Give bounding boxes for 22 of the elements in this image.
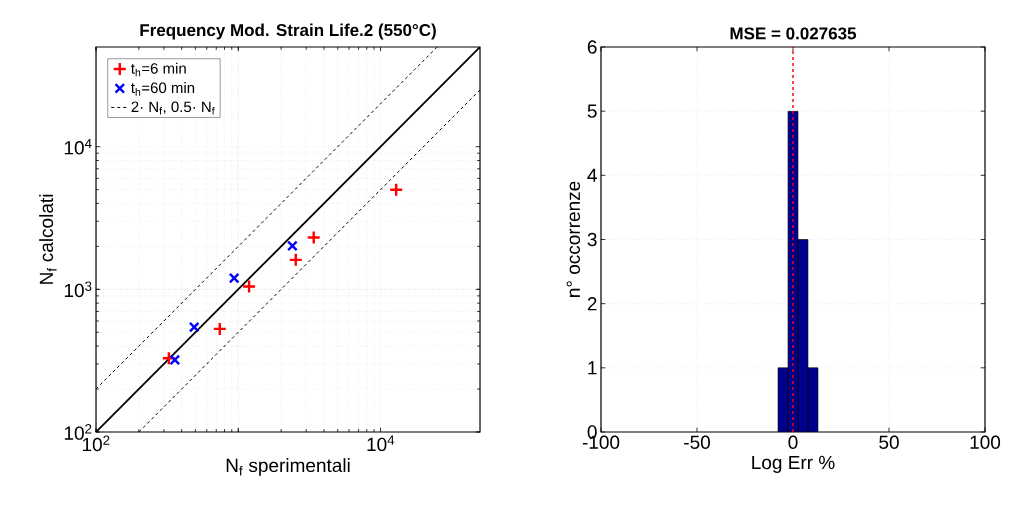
legend-label: 2· N$_{f}$, 0.5· N$_{f}$ xyxy=(131,101,215,115)
y-tick-label: 3 xyxy=(587,232,597,247)
legend-label: t$_{h}$=6 min xyxy=(131,62,186,77)
x-tick-label: 100 xyxy=(970,435,1001,449)
x-axis-title: Log Err % xyxy=(752,455,835,473)
y-tick-label: 1 xyxy=(588,361,597,375)
x-tick-label: 0 xyxy=(788,435,798,449)
chart-title: MSE = 0.027635 xyxy=(730,27,857,40)
y-tick-label: 10$^{4}$ xyxy=(64,138,92,155)
chart-title: Frequency Mod. Strain Life.2 (550°C) xyxy=(140,23,436,40)
x-tick-label: 10$^{4}$ xyxy=(367,435,395,452)
y-tick-label: 2 xyxy=(587,297,597,311)
y-tick-label: 4 xyxy=(587,168,597,182)
legend-label: t$_{h}$=60 min xyxy=(131,82,195,96)
x-tick-label: -50 xyxy=(684,435,710,449)
y-axis-title: n° occorrenze xyxy=(566,181,581,297)
x-axis-title: N$_{f}$ sperimentali xyxy=(226,458,350,476)
y-tick-label: 5 xyxy=(587,104,597,118)
y-tick-label: 10$^{3}$ xyxy=(64,281,92,298)
y-tick-label: 6 xyxy=(587,40,597,54)
y-axis-title: N$_{f}$ calcolati xyxy=(39,194,57,284)
x-tick-label: 50 xyxy=(879,435,899,449)
